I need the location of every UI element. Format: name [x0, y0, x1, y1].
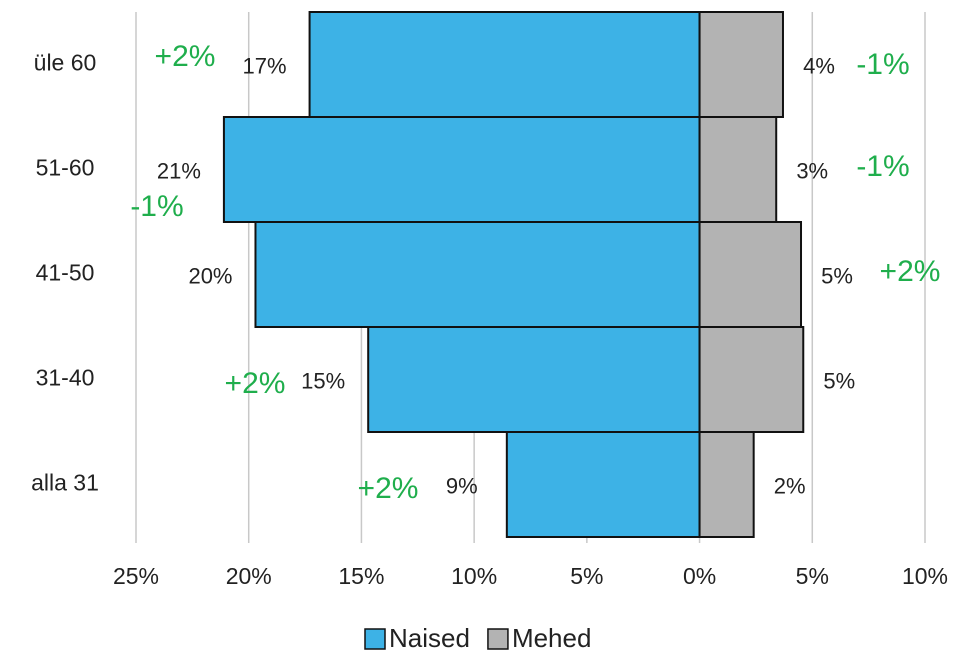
bar — [698, 116, 778, 223]
x-tick-label: 10% — [902, 563, 948, 589]
category-label: 41-50 — [36, 260, 95, 286]
bar — [505, 431, 701, 538]
value-label: 17% — [243, 53, 287, 78]
value-label: 20% — [188, 263, 232, 288]
x-tick-label: 0% — [683, 563, 716, 589]
bar — [254, 221, 701, 328]
bar — [698, 326, 805, 433]
bar — [698, 431, 755, 538]
legend-swatch — [487, 628, 509, 650]
change-annotation: -1% — [856, 150, 909, 183]
change-annotation: +2% — [155, 40, 216, 73]
change-annotation: -1% — [130, 190, 183, 223]
value-label: 5% — [821, 263, 853, 288]
category-label: alla 31 — [31, 470, 99, 496]
value-label: 5% — [823, 368, 855, 393]
legend-label: Naised — [389, 623, 470, 653]
x-tick-label: 15% — [338, 563, 384, 589]
change-annotation: +2% — [880, 255, 941, 288]
x-tick-label: 5% — [570, 563, 603, 589]
category-label: 51-60 — [36, 155, 95, 181]
value-label: 9% — [446, 473, 478, 498]
change-annotation: +2% — [225, 367, 286, 400]
x-tick-label: 10% — [451, 563, 497, 589]
x-tick-label: 20% — [226, 563, 272, 589]
value-label: 4% — [803, 53, 835, 78]
legend-swatch — [364, 628, 386, 650]
bar — [367, 326, 701, 433]
category-label: üle 60 — [34, 50, 97, 76]
bar — [698, 11, 784, 118]
category-label: 31-40 — [36, 365, 95, 391]
x-tick-label: 25% — [113, 563, 159, 589]
value-label: 2% — [774, 473, 806, 498]
value-label: 3% — [796, 158, 828, 183]
x-tick-label: 5% — [796, 563, 829, 589]
change-annotation: -1% — [856, 48, 909, 81]
legend-label: Mehed — [512, 623, 592, 653]
bar — [222, 116, 701, 223]
bar — [308, 11, 701, 118]
value-label: 21% — [157, 158, 201, 183]
value-label: 15% — [301, 368, 345, 393]
change-annotation: +2% — [358, 472, 419, 505]
bar — [698, 221, 803, 328]
